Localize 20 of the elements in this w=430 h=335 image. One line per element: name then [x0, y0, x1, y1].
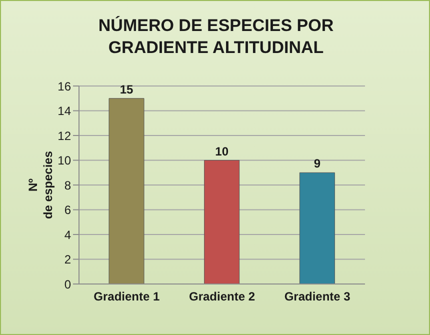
y-tick-label: 0 [64, 277, 72, 292]
y-tick-label: 2 [64, 252, 72, 267]
y-tick-label: 10 [58, 154, 72, 168]
x-tick-label: Gradiente 3 [284, 290, 351, 304]
bar [204, 160, 240, 284]
y-axis-title: Nº de especies [26, 150, 55, 220]
data-label: 9 [314, 156, 321, 171]
y-tick-label: 14 [58, 104, 72, 118]
y-tick-label: 6 [64, 203, 72, 218]
y-tick-label: 12 [58, 128, 72, 143]
y-tick-label: 8 [64, 178, 72, 192]
x-tick-label: Gradiente 1 [94, 290, 160, 304]
bar [108, 98, 144, 284]
data-label: 15 [120, 82, 134, 96]
y-tick-label: 16 [58, 79, 72, 94]
y-tick-label: 4 [64, 228, 72, 242]
bar [299, 172, 335, 284]
chart-title: NÚMERO DE ESPECIES POR GRADIENTE ALTITUDINAL [97, 15, 335, 59]
x-tick-label: Gradiente 2 [188, 290, 256, 304]
data-label: 10 [215, 144, 229, 158]
